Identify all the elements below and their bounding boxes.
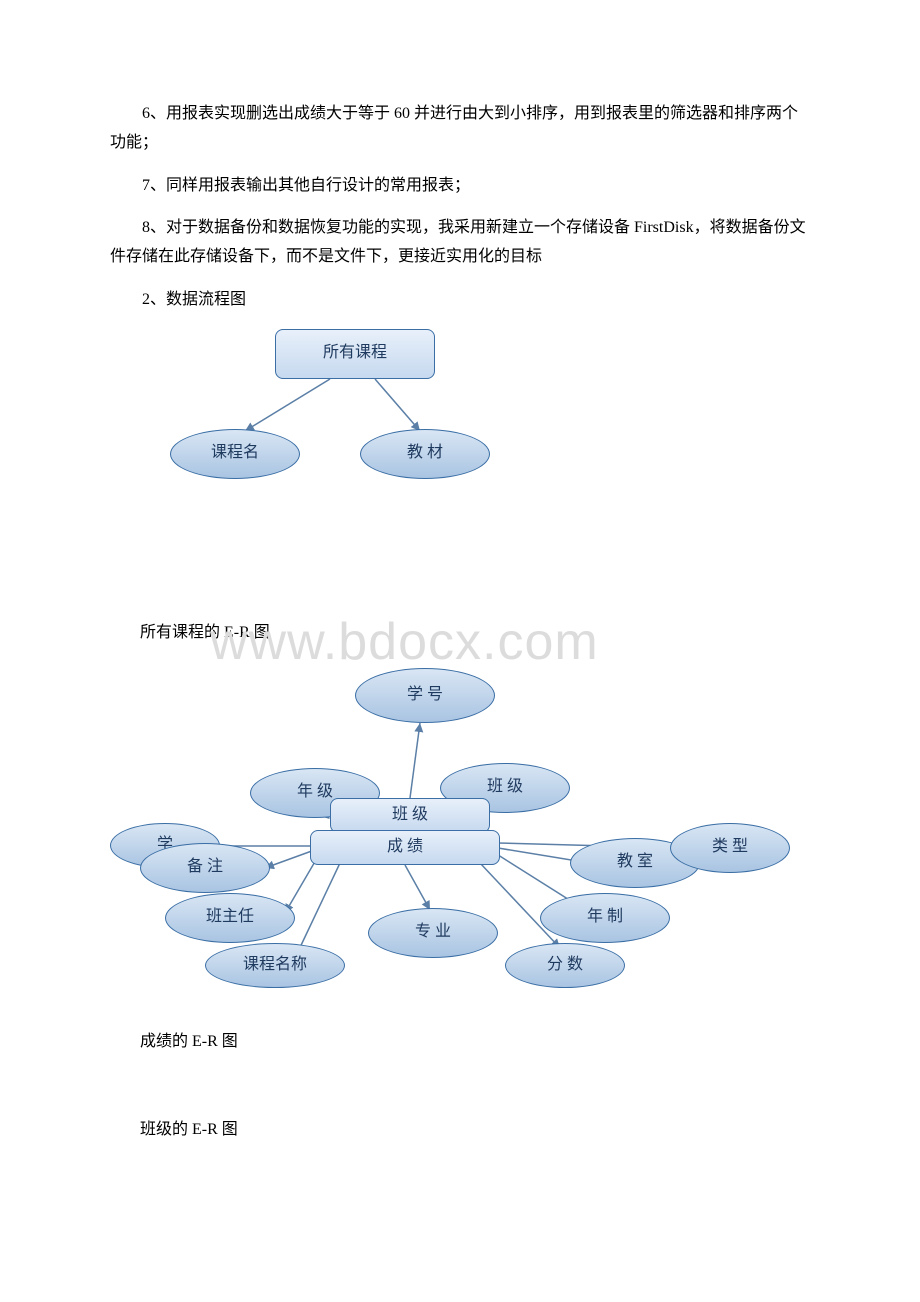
paragraph-6: 6、用报表实现删选出成绩大于等于 60 并进行由大到小排序，用到报表里的筛选器和… <box>110 100 810 158</box>
diagram-all-courses: 所有课程课程名 教 材 <box>170 329 530 509</box>
er-node-c_fenshu: 分 数 <box>505 943 625 988</box>
paragraph-flow-heading: 2、数据流程图 <box>110 286 810 315</box>
caption-grade-er: 成绩的 E-R 图 <box>140 1028 810 1057</box>
er-node-d1a: 课程名 <box>170 429 300 479</box>
er-node-r_banji: 班 级 <box>330 798 490 833</box>
diagram-grade-class: 学 号年 级班 级班 级成 绩学备 注班主任课程名称专 业分 数年 制教 室类 … <box>110 668 810 998</box>
er-node-c_bzr: 班主任 <box>165 893 295 943</box>
paragraph-7: 7、同样用报表输出其他自行设计的常用报表； <box>110 172 810 201</box>
er-node-c_zhuanye: 专 业 <box>368 908 498 958</box>
er-node-c_beizhu: 备 注 <box>140 843 270 893</box>
er-node-r_chengji: 成 绩 <box>310 830 500 865</box>
er-node-c_nianzhi: 年 制 <box>540 893 670 943</box>
er-node-c_leixing: 类 型 <box>670 823 790 873</box>
er-node-d1b: 教 材 <box>360 429 490 479</box>
caption-class-er: 班级的 E-R 图 <box>140 1116 810 1145</box>
paragraph-8: 8、对于数据备份和数据恢复功能的实现，我采用新建立一个存储设备 FirstDis… <box>110 214 810 272</box>
er-node-c_xuehao: 学 号 <box>355 668 495 723</box>
er-node-c_kcmc: 课程名称 <box>205 943 345 988</box>
er-node-d1root: 所有课程 <box>275 329 435 379</box>
